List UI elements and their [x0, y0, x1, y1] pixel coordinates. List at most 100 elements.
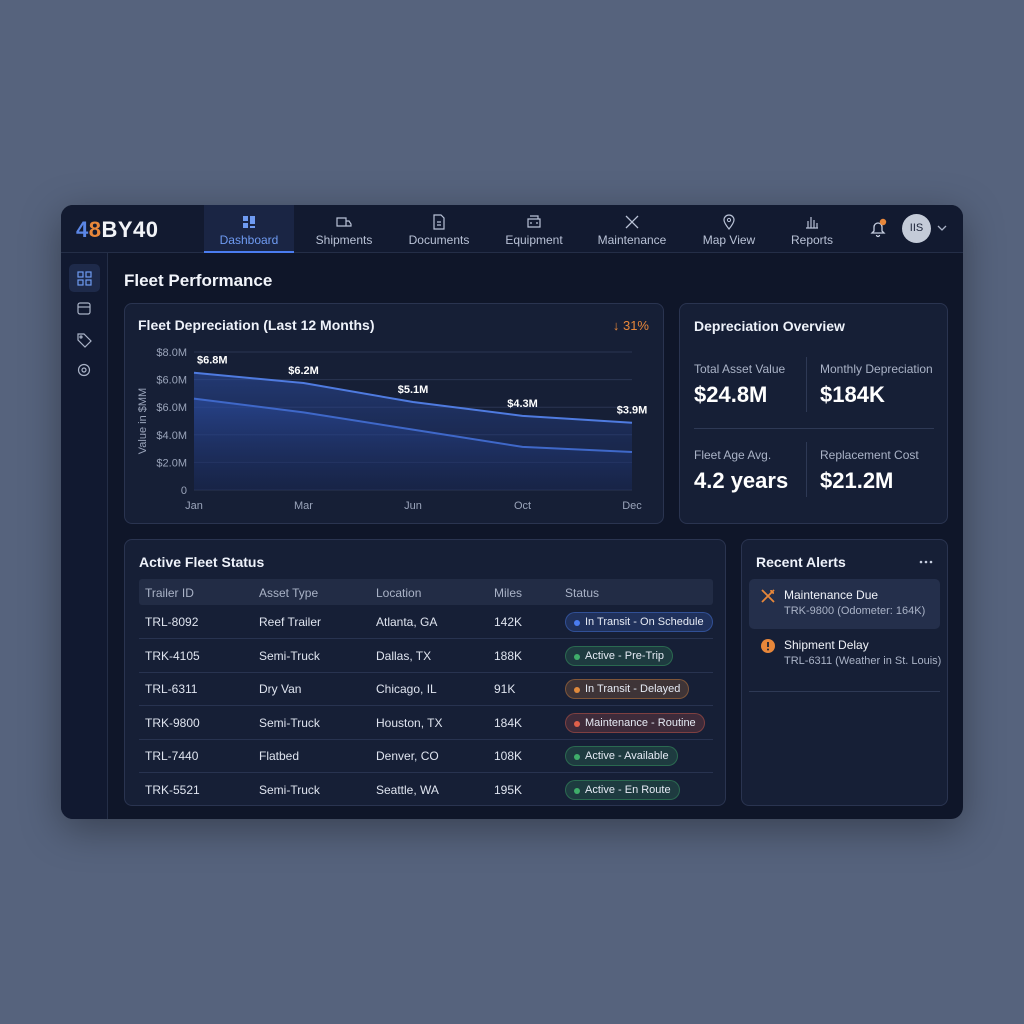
- status-dot: [574, 687, 580, 693]
- cell: Chicago, IL: [376, 682, 437, 696]
- sidebar: [61, 253, 108, 819]
- icon-tag[interactable]: [77, 333, 92, 348]
- status-pill: Active - Pre-Trip: [565, 645, 674, 666]
- cell: Dry Van: [259, 682, 302, 696]
- stat-label: Fleet Age Avg.: [694, 448, 772, 462]
- cell: TRL-8092: [145, 615, 199, 629]
- icon-warning: [761, 639, 775, 653]
- stat-label: Total Asset Value: [694, 362, 786, 376]
- alert-title: Maintenance Due: [784, 588, 879, 602]
- notifications[interactable]: [867, 218, 889, 240]
- cell: 91K: [494, 682, 516, 696]
- logo-part: 4: [76, 217, 89, 242]
- icon-box[interactable]: [77, 302, 91, 315]
- status-dot: [574, 720, 580, 727]
- row-divider: [139, 772, 713, 773]
- y-tick-label: $6.0M: [156, 402, 187, 414]
- divider: [806, 442, 807, 497]
- cell: Atlanta, GA: [376, 615, 438, 629]
- sidebar-icons: [77, 271, 92, 377]
- alert-item[interactable]: Maintenance Due TRK-9800 (Odometer: 164K): [784, 588, 944, 618]
- stat: Total Asset Value $24.8M: [694, 362, 785, 408]
- status-text: Active - Pre-Trip: [585, 649, 665, 662]
- y-tick-label: $6.0M: [156, 375, 187, 387]
- status-dot: [574, 787, 580, 794]
- status-text: Maintenance - Routine: [585, 716, 696, 729]
- cell: Semi-Truck: [259, 648, 320, 663]
- stat-value: 4.2 years: [694, 468, 789, 493]
- line: [193, 371, 633, 424]
- avatar[interactable]: IIS: [902, 214, 931, 243]
- data-label: $5.1M: [398, 384, 429, 396]
- nav-item[interactable]: Reports: [767, 205, 857, 253]
- nav-item[interactable]: Equipment: [489, 205, 579, 253]
- alert-detail: TRL-6311 (Weather in St. Louis): [784, 655, 942, 667]
- change: ↓ 31%: [613, 318, 650, 333]
- stat: Replacement Cost $21.2M: [820, 448, 919, 494]
- column-header: Trailer ID: [145, 586, 194, 600]
- cell: Dallas, TX: [376, 648, 432, 663]
- card-title: Depreciation Overview: [694, 318, 845, 334]
- chart-card: Fleet Depreciation (Last 12 Months) ↓ 31…: [124, 303, 664, 524]
- nav-label: Maintenance: [597, 233, 667, 247]
- nav-icon: [336, 217, 352, 227]
- y-tick-label: $8.0M: [156, 347, 187, 359]
- nav-icon: [433, 214, 445, 230]
- line: [193, 397, 633, 454]
- icon-grid[interactable]: [77, 271, 92, 286]
- cell: Semi-Truck: [259, 782, 320, 797]
- nav-icon: [806, 217, 818, 229]
- more-menu[interactable]: [918, 558, 934, 566]
- status-pill: Maintenance - Routine: [565, 712, 705, 733]
- cell: 108K: [494, 749, 523, 763]
- y-tick-label: $4.0M: [156, 430, 187, 442]
- alert-item[interactable]: Shipment Delay TRL-6311 (Weather in St. L…: [784, 638, 944, 668]
- divider: [694, 428, 934, 429]
- status-pill: Active - Available: [565, 746, 678, 766]
- status-dot: [574, 754, 580, 760]
- alert-detail: TRK-9800 (Odometer: 164K): [784, 605, 926, 617]
- cell: TRK-9800: [145, 715, 200, 730]
- nav-item[interactable]: Documents: [394, 205, 484, 253]
- column-header: Miles: [494, 586, 523, 600]
- cell: Semi-Truck: [259, 715, 320, 730]
- nav-icon: [243, 216, 255, 228]
- icon-settings[interactable]: [77, 363, 91, 377]
- status-text: Active - En Route: [585, 783, 671, 796]
- cell: Houston, TX: [376, 715, 443, 730]
- nav-icon: [527, 215, 541, 228]
- cell: Flatbed: [259, 749, 300, 763]
- chart: Fleet Depreciation (Last 12 Months) ↓ 31…: [137, 317, 650, 512]
- overview-card: Depreciation Overview Total Asset Value $…: [679, 303, 948, 524]
- table-header: [139, 579, 713, 605]
- status-pill: In Transit - On Schedule: [565, 612, 713, 632]
- cell: TRL-6311: [145, 682, 198, 696]
- chevron[interactable]: [936, 223, 948, 233]
- cell: TRK-5521: [145, 782, 200, 797]
- cell: 184K: [494, 715, 523, 730]
- card-title: Active Fleet Status: [139, 554, 265, 570]
- x-tick-label: Oct: [514, 500, 531, 512]
- nav-label: Reports: [790, 233, 834, 247]
- chart-title: Fleet Depreciation (Last 12 Months): [138, 317, 374, 333]
- row-divider: [139, 638, 713, 639]
- status-text: Active - Available: [585, 750, 669, 762]
- nav-item[interactable]: Dashboard: [204, 205, 294, 253]
- logo[interactable]: 48BY40: [76, 217, 159, 243]
- stat-value: $24.8M: [694, 382, 768, 407]
- alert-title: Shipment Delay: [784, 638, 869, 652]
- cell: Seattle, WA: [376, 782, 439, 797]
- x-tick-label: Jun: [404, 500, 422, 512]
- cell: Denver, CO: [376, 749, 439, 763]
- nav-item[interactable]: Shipments: [299, 205, 389, 253]
- alert-highlight: [749, 579, 940, 629]
- icon-wrench: [761, 589, 775, 603]
- stat-value: $184K: [820, 382, 885, 407]
- divider: [806, 357, 807, 412]
- data-label: $4.3M: [507, 398, 538, 410]
- nav-item[interactable]: Maintenance: [587, 205, 677, 253]
- nav-item[interactable]: Map View: [684, 205, 774, 253]
- nav-icon: [625, 215, 639, 229]
